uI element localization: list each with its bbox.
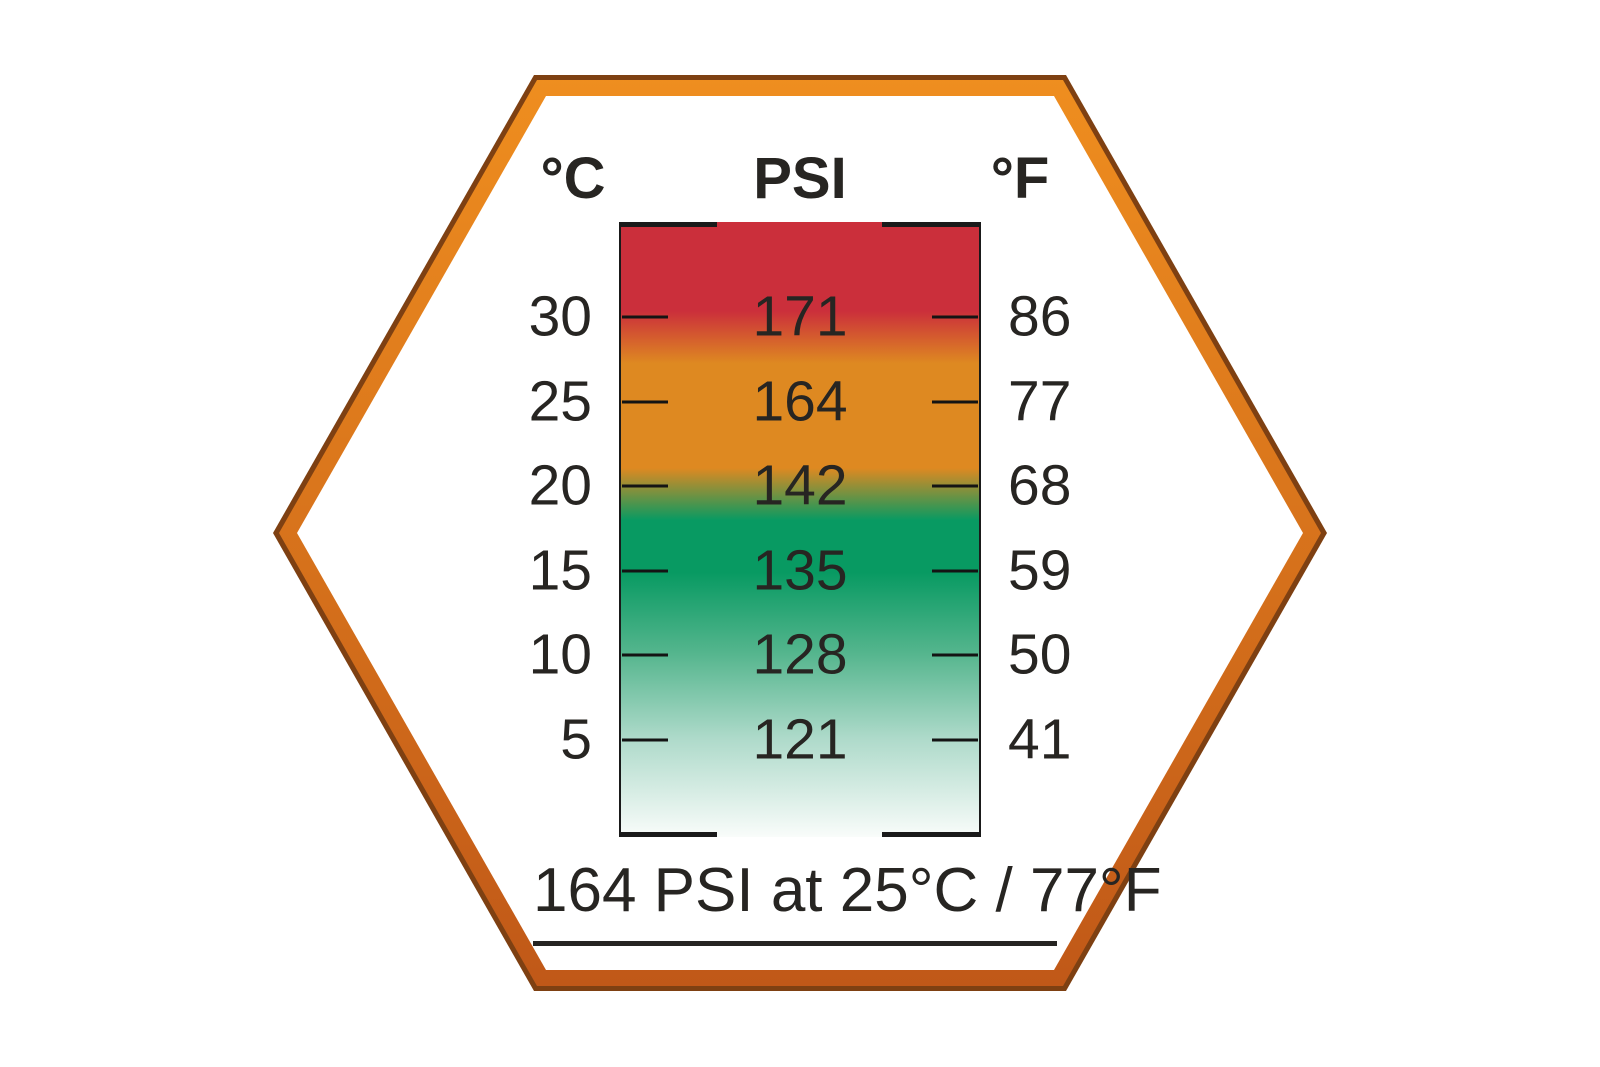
pressure-gradient-bar (619, 222, 981, 837)
right-tick-mark (932, 484, 978, 488)
column-header-fahrenheit: °F (990, 146, 1050, 211)
right-tick-mark (932, 400, 978, 403)
left-tick-mark (622, 738, 668, 741)
left-tick-mark (622, 569, 668, 572)
bar-bottom-border-right (882, 832, 981, 837)
celsius-value: 25 (528, 369, 592, 433)
fahrenheit-value: 77 (1008, 369, 1072, 433)
column-header-celsius: °C (540, 146, 606, 211)
right-tick-mark (932, 569, 978, 572)
fahrenheit-value: 50 (1008, 622, 1072, 687)
left-tick-mark (622, 400, 668, 403)
celsius-value: 5 (560, 707, 592, 771)
reference-pressure-caption: 164 PSI at 25°C / 77°F (533, 853, 1162, 946)
celsius-value: 15 (528, 538, 592, 602)
bar-top-border-right (882, 222, 981, 227)
fahrenheit-value: 86 (1008, 284, 1072, 349)
right-tick-mark (932, 315, 978, 319)
bar-top-border-left (619, 222, 717, 227)
celsius-value: 30 (528, 284, 592, 349)
left-tick-mark (622, 484, 668, 488)
psi-value: 121 (752, 707, 848, 771)
left-tick-mark (622, 315, 668, 319)
psi-value: 171 (752, 284, 848, 349)
celsius-value: 10 (528, 622, 592, 687)
fahrenheit-value: 59 (1008, 538, 1072, 602)
celsius-value: 20 (528, 453, 592, 518)
column-header-psi: PSI (753, 146, 847, 211)
left-tick-mark (622, 653, 668, 657)
right-tick-mark (932, 653, 978, 657)
right-tick-mark (932, 738, 978, 741)
fahrenheit-value: 68 (1008, 453, 1072, 518)
psi-value: 135 (752, 538, 848, 602)
bar-bottom-border-left (619, 832, 717, 837)
fahrenheit-value: 41 (1008, 707, 1072, 771)
psi-value: 164 (752, 369, 848, 433)
psi-value: 142 (752, 453, 848, 518)
psi-value: 128 (752, 622, 848, 687)
